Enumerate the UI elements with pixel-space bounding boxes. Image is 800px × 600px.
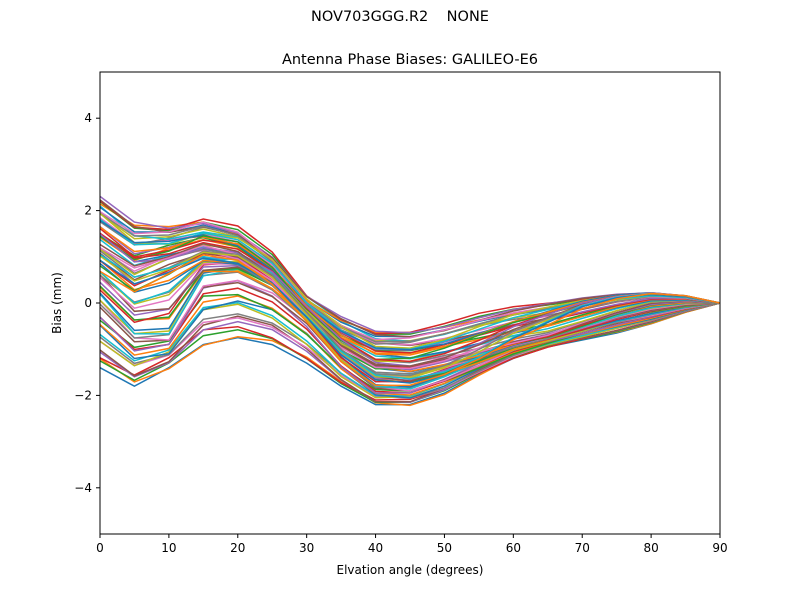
x-axis-label: Elvation angle (degrees) <box>337 563 484 577</box>
series-line <box>99 220 721 351</box>
figure-suptitle: NOV703GGG.R2 NONE <box>311 9 489 25</box>
x-tick-label: 50 <box>437 541 452 555</box>
plot-title: Antenna Phase Biases: GALILEO-E6 <box>282 52 538 68</box>
x-tick-label: 30 <box>299 541 314 555</box>
y-tick-label: 4 <box>84 111 92 125</box>
x-tick-label: 60 <box>506 541 521 555</box>
series-line <box>99 266 721 388</box>
y-tick-label: −2 <box>74 388 92 402</box>
series-line <box>99 257 721 384</box>
series-line <box>99 254 721 387</box>
x-tick-label: 40 <box>368 541 383 555</box>
series-line <box>99 227 721 354</box>
ticks-layer: 0 10 20 30 40 50 60 70 80 90 −4 −2 0 2 4 <box>74 111 727 555</box>
x-tick-label: 20 <box>230 541 245 555</box>
x-tick-label: 10 <box>161 541 176 555</box>
y-tick-label: 2 <box>84 204 92 218</box>
series-line <box>99 295 721 396</box>
x-tick-label: 70 <box>575 541 590 555</box>
x-tick-label: 90 <box>712 541 727 555</box>
x-tick-label: 80 <box>643 541 658 555</box>
series-line <box>99 302 721 403</box>
y-tick-label: 0 <box>84 296 92 310</box>
y-axis-label: Bias (mm) <box>50 272 64 334</box>
series-layer <box>99 195 721 407</box>
x-tick-label: 0 <box>96 541 104 555</box>
y-tick-label: −4 <box>74 481 92 495</box>
